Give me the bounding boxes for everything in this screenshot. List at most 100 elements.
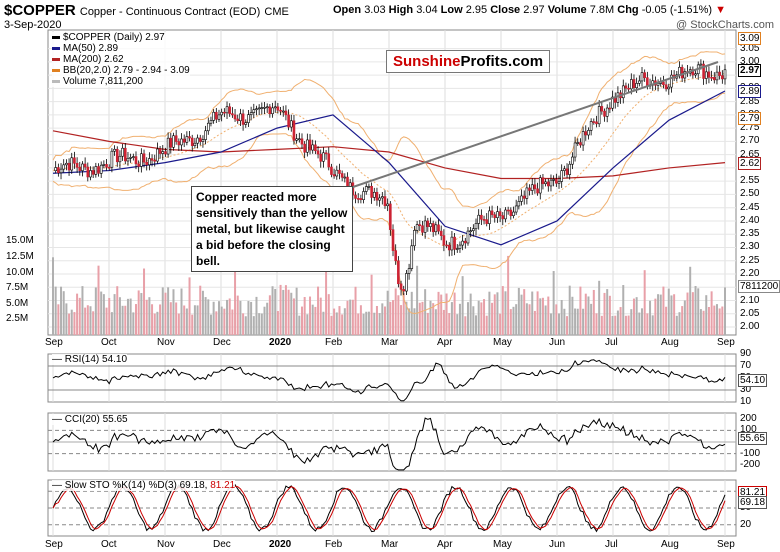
volume-bar	[590, 303, 593, 335]
candle-body	[447, 244, 451, 251]
volume-bar	[335, 312, 338, 335]
candle-body	[121, 147, 124, 157]
volume-bar	[215, 311, 218, 335]
volume-bar	[509, 309, 512, 335]
price-tick-label: 3.05	[740, 42, 760, 54]
volume-bar	[654, 298, 657, 335]
volume-bar	[616, 310, 619, 335]
sto-d-line	[52, 485, 726, 531]
candle-body	[466, 230, 470, 244]
candle-body	[217, 114, 221, 120]
volume-bar	[592, 289, 595, 335]
volume-bar	[697, 288, 700, 335]
volume-bar	[541, 297, 544, 335]
volume-bar	[268, 295, 271, 335]
volume-bar	[244, 316, 247, 335]
volume-bar	[533, 310, 536, 335]
volume-tick-label: 15.0M	[6, 235, 34, 247]
volume-bar	[442, 309, 445, 335]
volume-bar	[271, 286, 274, 335]
cci-tag: 55.65	[738, 432, 768, 445]
x-tick-label: Sep	[45, 337, 63, 348]
sto-label: — Slow STO %K(14) %D(3) 69.18, 81.21	[52, 480, 236, 491]
volume-bar	[220, 306, 223, 335]
x-tick-label: Nov	[157, 337, 175, 348]
volume-bar	[539, 298, 542, 335]
low-value: 2.95	[465, 4, 488, 16]
candle-body	[624, 85, 628, 89]
candle-body	[520, 195, 523, 202]
volume-bar	[469, 293, 472, 335]
volume-bar	[501, 286, 504, 335]
candle-body	[498, 211, 502, 216]
price-tick-label: 2.35	[740, 228, 760, 240]
candle-body	[431, 223, 435, 233]
candle-body	[546, 181, 550, 187]
volume-bar	[558, 313, 561, 335]
candle-body	[107, 166, 111, 169]
volume-bar	[665, 306, 668, 335]
candle-body	[182, 138, 186, 143]
candle-body	[129, 157, 132, 159]
x-tick-label: Dec	[213, 337, 231, 348]
legend-swatch	[52, 57, 60, 61]
candle-body	[252, 109, 256, 113]
volume-bar	[169, 302, 172, 335]
candle-body	[603, 110, 606, 117]
candle-body	[525, 187, 529, 199]
moving-averages	[52, 90, 726, 246]
ma200-line	[52, 130, 726, 180]
volume-bar	[432, 303, 435, 335]
candle-body	[164, 151, 167, 155]
volume-bar	[512, 306, 515, 335]
volume-bar	[659, 294, 662, 335]
candle-body	[249, 112, 253, 115]
candle-body	[710, 77, 713, 79]
candle-body	[113, 148, 116, 152]
candle-body	[678, 66, 681, 76]
price-tick-label: 2.05	[740, 307, 760, 319]
candle-body	[579, 142, 582, 146]
volume-bar	[477, 300, 480, 335]
candle-body	[102, 164, 106, 166]
volume-bar	[418, 302, 421, 335]
volume-bar	[378, 313, 381, 335]
legend-label: MA(200) 2.62	[63, 54, 124, 65]
volume-bar	[330, 315, 333, 335]
candle-body	[394, 250, 397, 262]
price-tick-label: 2.70	[740, 135, 760, 147]
candle-body	[126, 157, 130, 162]
volume-bar	[721, 306, 724, 335]
volume-bar	[576, 308, 579, 335]
candle-body	[589, 121, 593, 131]
volume-bar	[547, 296, 550, 335]
x-tick-label: Apr	[437, 337, 453, 348]
volume-bar	[681, 306, 684, 335]
candle-body	[223, 111, 226, 114]
volume-bar	[124, 305, 127, 335]
volume-bar	[426, 312, 429, 335]
volume-bar	[600, 315, 603, 335]
chg-value: -0.05 (-1.51%)	[641, 4, 713, 16]
cci-tick-label: -100	[740, 447, 761, 459]
volume-bar	[560, 300, 563, 335]
bollinger-bands	[52, 51, 726, 314]
volume-bar	[365, 311, 368, 335]
sto-label-red: 81.21	[210, 480, 236, 491]
candle-body	[434, 224, 438, 233]
candle-body	[206, 122, 210, 132]
candle-body	[488, 210, 491, 224]
candle-body	[389, 203, 392, 230]
volume-bar	[563, 308, 566, 335]
close-label: Close	[490, 4, 521, 16]
volume-bar	[193, 305, 196, 335]
x-tick-label: Jun	[549, 539, 566, 550]
candle-body	[370, 185, 373, 198]
volume-bar	[627, 315, 630, 335]
price-tag: 3.09	[738, 31, 762, 45]
candle-body	[415, 224, 419, 231]
candle-body	[91, 170, 95, 175]
volume-bar	[544, 305, 547, 335]
volume-bar	[322, 311, 325, 335]
candle-body	[597, 106, 601, 125]
